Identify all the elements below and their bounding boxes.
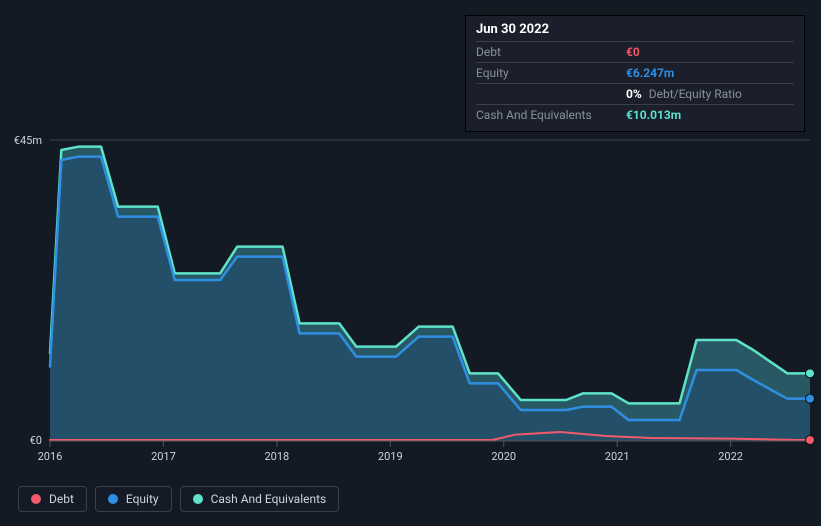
tooltip-row-label: Equity <box>476 66 626 80</box>
tooltip-row-value: €10.013m <box>626 108 681 122</box>
tooltip-row-value: 0% Debt/Equity Ratio <box>626 87 742 101</box>
financials-area-chart: €0 €45m 2016 2017 2018 2019 2020 2021 2022 Jun 3… <box>0 0 821 526</box>
legend-label: Equity <box>126 492 159 506</box>
chart-legend: Debt Equity Cash And Equivalents <box>18 486 339 512</box>
legend-swatch <box>108 494 118 504</box>
legend-item[interactable]: Cash And Equivalents <box>180 486 340 512</box>
x-axis-label: 2022 <box>718 450 743 463</box>
tooltip-date: Jun 30 2022 <box>476 22 794 37</box>
x-axis-label: 2016 <box>38 450 63 463</box>
legend-item[interactable]: Equity <box>95 486 172 512</box>
series-end-marker <box>806 369 815 378</box>
x-axis-label: 2017 <box>151 450 176 463</box>
legend-swatch <box>193 494 203 504</box>
tooltip-row-suffix: Debt/Equity Ratio <box>646 87 742 101</box>
legend-label: Debt <box>49 492 74 506</box>
x-axis-label: 2019 <box>378 450 403 463</box>
chart-tooltip: Jun 30 2022 Debt€0Equity€6.247m0% Debt/E… <box>465 15 805 132</box>
tooltip-row: Debt€0 <box>476 41 794 62</box>
series-area <box>50 157 810 440</box>
legend-label: Cash And Equivalents <box>211 492 327 506</box>
tooltip-row-label <box>476 87 626 101</box>
x-axis-label: 2020 <box>491 450 516 463</box>
tooltip-row-label: Cash And Equivalents <box>476 108 626 122</box>
tooltip-row: Equity€6.247m <box>476 62 794 83</box>
tooltip-row: 0% Debt/Equity Ratio <box>476 83 794 104</box>
legend-item[interactable]: Debt <box>18 486 87 512</box>
x-axis-label: 2021 <box>605 450 630 463</box>
y-axis-label: €0 <box>30 434 42 447</box>
x-axis-label: 2018 <box>264 450 289 463</box>
legend-swatch <box>31 494 41 504</box>
series-end-marker <box>806 394 815 403</box>
tooltip-row: Cash And Equivalents€10.013m <box>476 104 794 125</box>
series-end-marker <box>806 436 815 445</box>
y-axis-label: €45m <box>14 134 42 147</box>
tooltip-row-value: €6.247m <box>626 66 674 80</box>
tooltip-row-value: €0 <box>626 45 640 59</box>
tooltip-row-label: Debt <box>476 45 626 59</box>
